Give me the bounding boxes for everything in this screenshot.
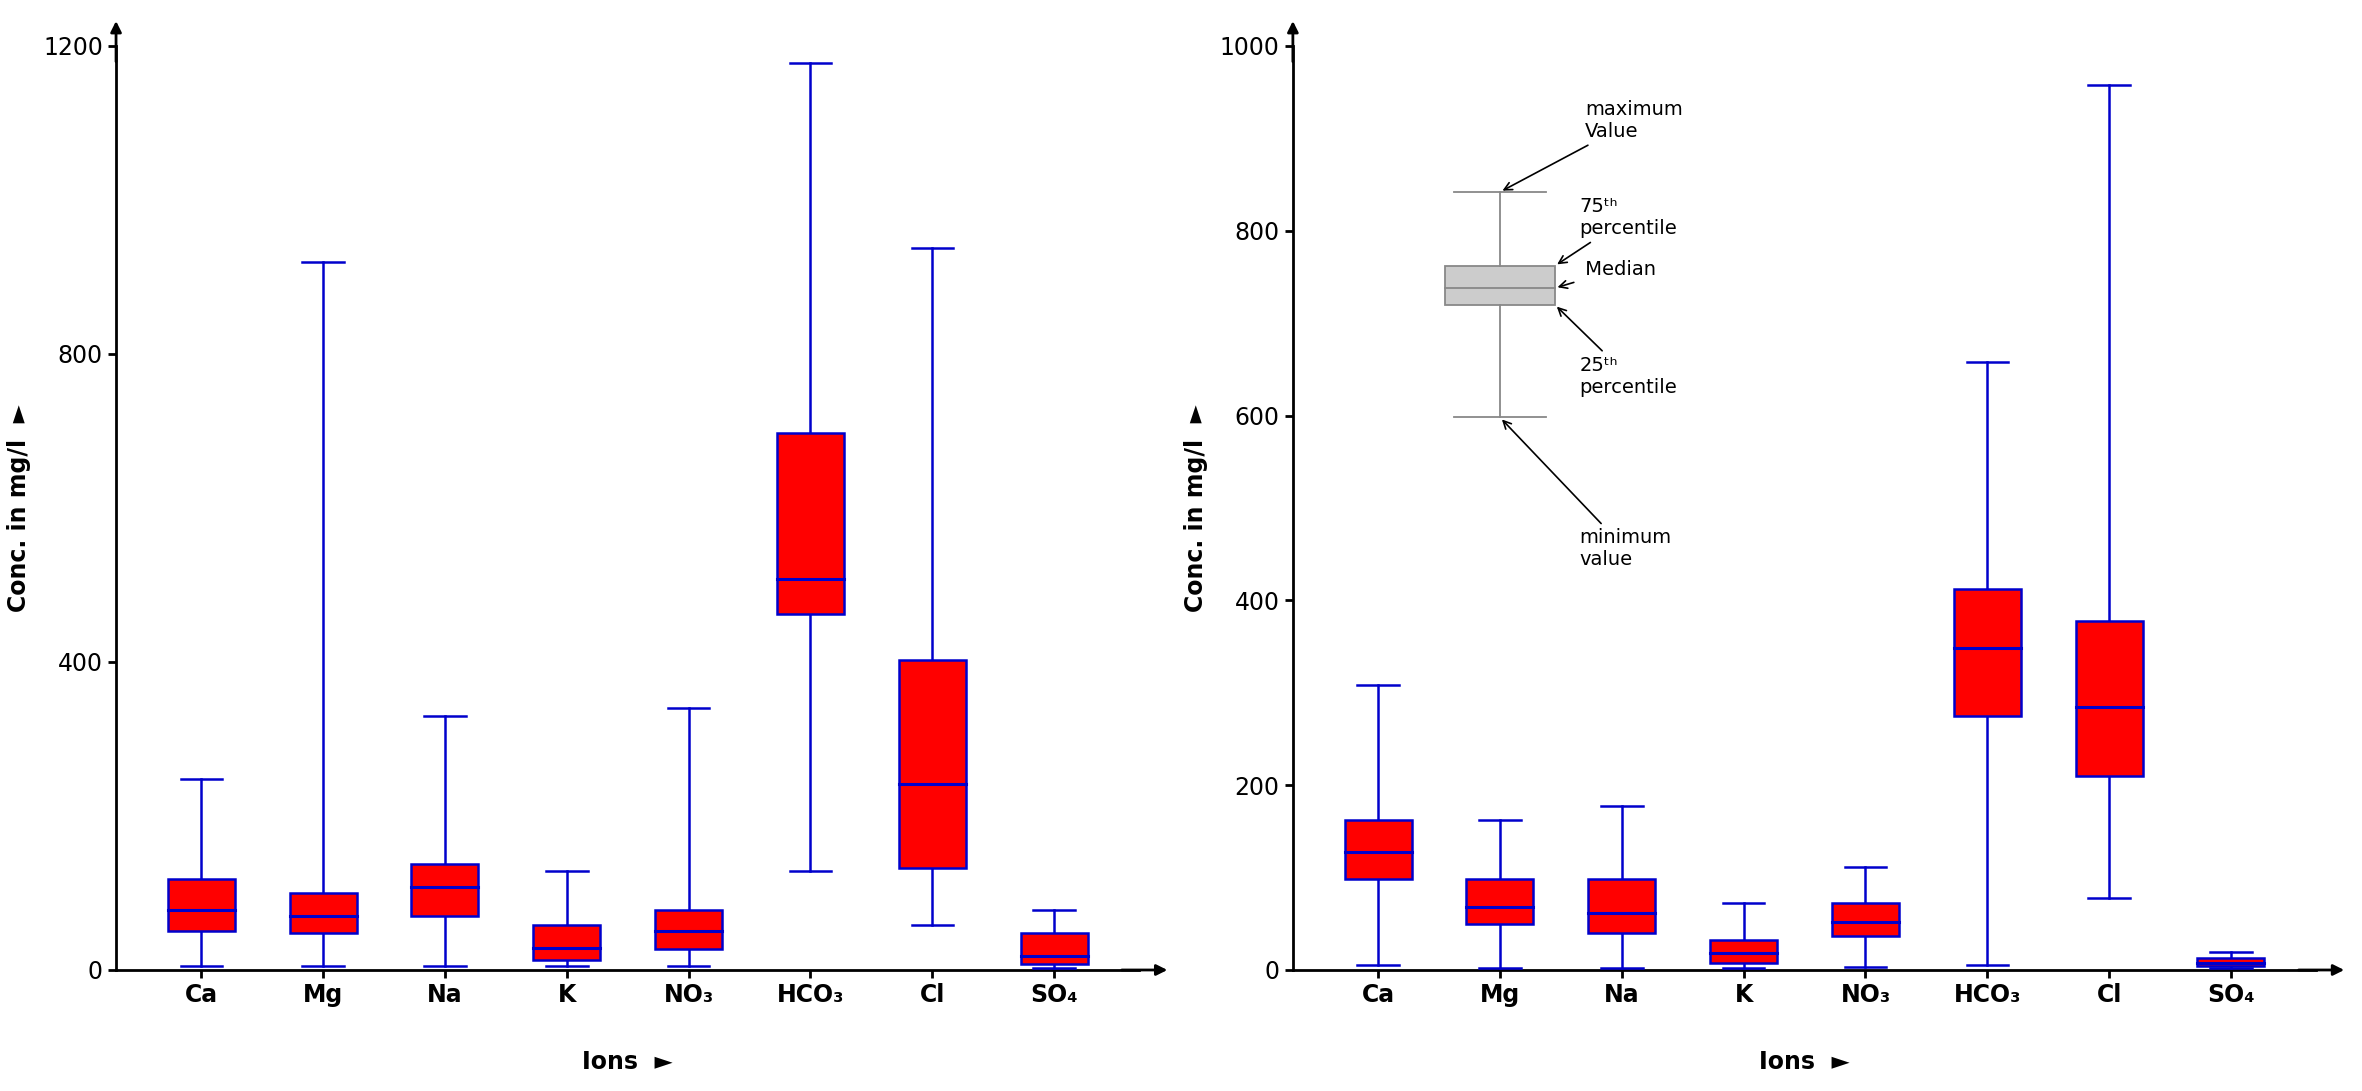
Text: Ions  ►: Ions ► <box>583 1051 673 1075</box>
Bar <box>777 432 843 614</box>
Text: 75ᵗʰ
percentile: 75ᵗʰ percentile <box>1559 197 1677 263</box>
Bar <box>411 864 479 916</box>
Text: Median: Median <box>1559 260 1656 288</box>
Text: Conc. in mg/l  ►: Conc. in mg/l ► <box>7 404 31 612</box>
Bar <box>900 660 966 868</box>
Text: maximum
Value: maximum Value <box>1505 100 1684 190</box>
Bar <box>1344 820 1412 879</box>
Text: Ions  ►: Ions ► <box>1760 1051 1849 1075</box>
Bar <box>1467 879 1533 924</box>
Text: 25ᵗʰ
percentile: 25ᵗʰ percentile <box>1559 308 1677 396</box>
Bar <box>1710 940 1776 962</box>
Text: Conc. in mg/l  ►: Conc. in mg/l ► <box>1183 404 1207 612</box>
Bar <box>1833 903 1899 936</box>
Bar <box>1587 879 1656 933</box>
Bar <box>1020 933 1087 963</box>
Bar <box>1953 589 2022 716</box>
Text: minimum
value: minimum value <box>1502 421 1672 570</box>
Bar <box>534 925 600 960</box>
Bar <box>2197 958 2265 967</box>
Bar <box>168 879 234 932</box>
Bar <box>1446 266 1554 304</box>
Bar <box>291 894 357 933</box>
Bar <box>654 910 723 949</box>
Bar <box>2076 621 2142 776</box>
